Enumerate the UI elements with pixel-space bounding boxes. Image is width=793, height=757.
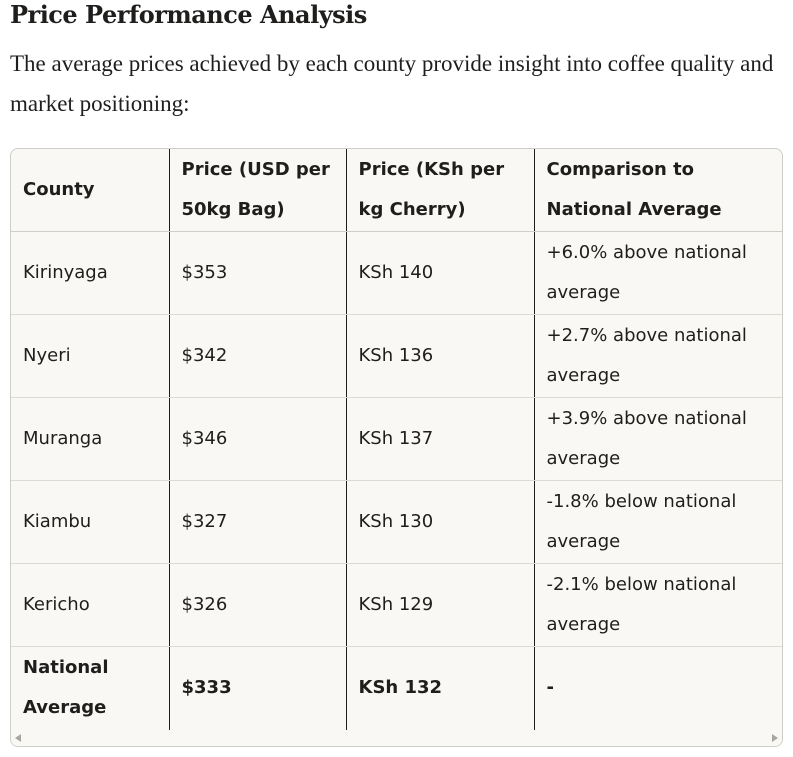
- table-header: County Price (USD per 50kg Bag) Price (K…: [11, 149, 782, 232]
- table-row: Muranga $346 KSh 137 +3.9% above nationa…: [11, 397, 782, 481]
- national-average-row: National Average $333 KSh 132 -: [11, 646, 782, 730]
- cell-comparison: -1.8% below national average: [534, 480, 782, 564]
- price-table-container[interactable]: County Price (USD per 50kg Bag) Price (K…: [10, 148, 783, 747]
- cell-county: Kiambu: [11, 480, 170, 564]
- table-row: Kericho $326 KSh 129 -2.1% below nationa…: [11, 563, 782, 647]
- table-row: Kiambu $327 KSh 130 -1.8% below national…: [11, 480, 782, 564]
- cell-county: Kirinyaga: [11, 231, 170, 315]
- cell-county: Kericho: [11, 563, 170, 647]
- header-comparison: Comparison to National Average: [534, 149, 782, 232]
- header-price-ksh: Price (KSh per kg Cherry): [346, 149, 535, 232]
- cell-price-usd: $353: [169, 231, 347, 315]
- cell-price-ksh: KSh 140: [346, 231, 535, 315]
- cell-price-ksh: KSh 130: [346, 480, 535, 564]
- cell-price-ksh: KSh 137: [346, 397, 535, 481]
- cell-price-ksh: KSh 136: [346, 314, 535, 398]
- cell-price-usd: $333: [169, 646, 347, 730]
- price-performance-table: County Price (USD per 50kg Bag) Price (K…: [11, 149, 782, 730]
- header-row: County Price (USD per 50kg Bag) Price (K…: [11, 149, 782, 232]
- cell-comparison: +3.9% above national average: [534, 397, 782, 481]
- cell-price-ksh: KSh 129: [346, 563, 535, 647]
- cell-comparison: -2.1% below national average: [534, 563, 782, 647]
- cell-price-ksh: KSh 132: [346, 646, 535, 730]
- cell-comparison: -: [546, 677, 554, 699]
- cell-comparison: +2.7% above national average: [534, 314, 782, 398]
- cell-comparison: +6.0% above national average: [534, 231, 782, 315]
- cell-county: National Average: [11, 646, 170, 730]
- header-county: County: [11, 149, 170, 232]
- header-price-usd: Price (USD per 50kg Bag): [169, 149, 347, 232]
- section-heading: Price Performance Analysis: [10, 0, 367, 29]
- cell-county: Muranga: [11, 397, 170, 481]
- table-row: Nyeri $342 KSh 136 +2.7% above national …: [11, 314, 782, 398]
- cell-price-usd: $346: [169, 397, 347, 481]
- cell-county: Nyeri: [11, 314, 170, 398]
- horizontal-scrollbar[interactable]: [11, 730, 782, 746]
- table-row: Kirinyaga $353 KSh 140 +6.0% above natio…: [11, 231, 782, 315]
- scroll-left-arrow-icon[interactable]: [15, 734, 21, 742]
- cell-price-usd: $326: [169, 563, 347, 647]
- cell-price-usd: $342: [169, 314, 347, 398]
- table-body: Kirinyaga $353 KSh 140 +6.0% above natio…: [11, 231, 782, 730]
- scroll-right-arrow-icon[interactable]: [772, 734, 778, 742]
- cell-price-usd: $327: [169, 480, 347, 564]
- intro-paragraph: The average prices achieved by each coun…: [10, 51, 774, 116]
